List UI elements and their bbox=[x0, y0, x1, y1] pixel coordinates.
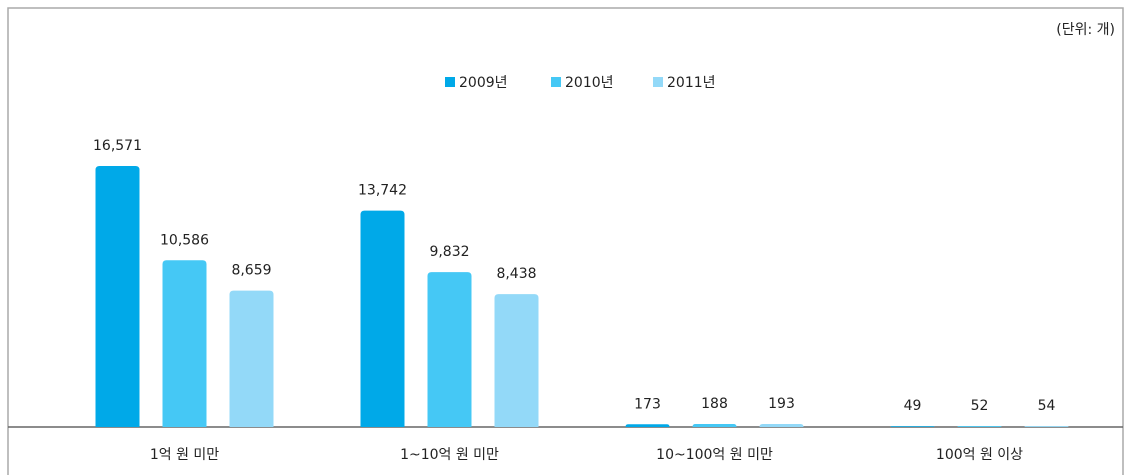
value-label: 49 bbox=[904, 398, 922, 414]
value-label: 9,832 bbox=[429, 244, 469, 260]
bar bbox=[162, 260, 207, 427]
value-label: 10,586 bbox=[160, 232, 209, 248]
value-label: 54 bbox=[1038, 398, 1056, 414]
bar bbox=[759, 423, 804, 427]
legend-swatch bbox=[653, 77, 663, 87]
x-tick-label: 10~100억 원 미만 bbox=[656, 447, 773, 463]
value-label: 16,571 bbox=[93, 138, 142, 154]
value-label: 13,742 bbox=[358, 183, 407, 199]
x-tick-label: 100억 원 이상 bbox=[936, 447, 1023, 463]
legend-label: 2009년 bbox=[459, 75, 508, 91]
x-tick-label: 1~10억 원 미만 bbox=[400, 447, 499, 463]
bar bbox=[625, 424, 670, 427]
unit-label: (단위: 개) bbox=[1056, 22, 1115, 38]
bar bbox=[229, 290, 274, 427]
x-tick-label: 1억 원 미만 bbox=[150, 447, 219, 463]
legend-label: 2011년 bbox=[667, 75, 716, 91]
value-label: 173 bbox=[634, 396, 661, 412]
value-label: 8,659 bbox=[231, 263, 271, 279]
bar bbox=[427, 272, 472, 427]
bar bbox=[95, 166, 140, 427]
value-label: 52 bbox=[971, 398, 989, 414]
value-label: 188 bbox=[701, 396, 728, 412]
frame bbox=[7, 7, 1124, 475]
bar bbox=[692, 424, 737, 427]
legend-swatch bbox=[445, 77, 455, 87]
legend-swatch bbox=[551, 77, 561, 87]
bar bbox=[494, 294, 539, 427]
value-label: 8,438 bbox=[496, 266, 536, 282]
value-label: 193 bbox=[768, 396, 795, 412]
legend-label: 2010년 bbox=[565, 75, 614, 91]
bar bbox=[957, 426, 1002, 427]
bar bbox=[1024, 426, 1069, 427]
bar bbox=[360, 210, 405, 427]
bar bbox=[890, 426, 935, 427]
